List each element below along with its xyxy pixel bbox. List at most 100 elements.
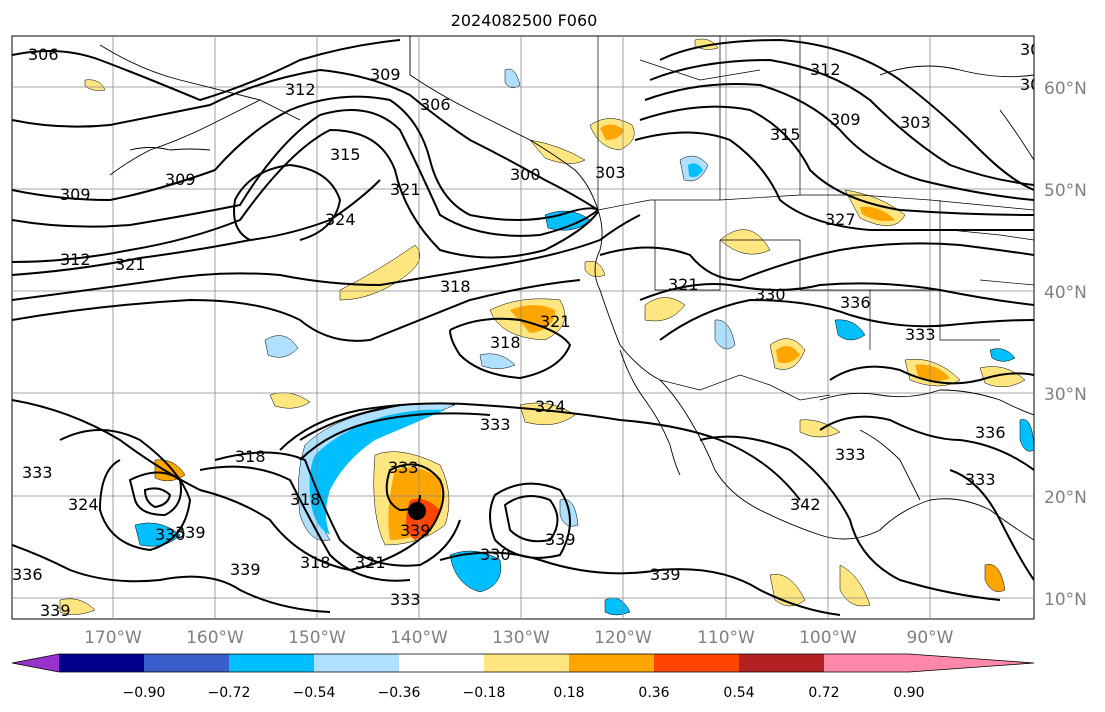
shade-pos <box>600 124 624 140</box>
contour-label: 324 <box>325 210 356 229</box>
colorbar-tick-label: −0.90 <box>123 685 166 701</box>
shade-neg <box>714 319 736 350</box>
shade-neg <box>479 353 516 369</box>
colorbar-extend-high <box>909 654 1034 672</box>
plot-content: 306 309 312 309 306 300 303 312 309 303 … <box>12 36 1051 620</box>
contour-label: 309 <box>830 110 861 129</box>
shade-pos <box>719 229 771 255</box>
contour-label: 330 <box>755 285 786 304</box>
colorbar-outline <box>11 653 1035 673</box>
contour-label: 312 <box>810 60 841 79</box>
shade-neg <box>688 163 703 178</box>
colorbar-extend-low <box>12 654 59 672</box>
contour-label: 303 <box>900 113 931 132</box>
contour-label: 339 <box>175 523 206 542</box>
lon-label: 140°W <box>390 628 448 648</box>
shade-neg <box>264 335 299 358</box>
contour-label: 309 <box>1020 75 1051 94</box>
lon-label: 170°W <box>84 628 142 648</box>
contour-label: 309 <box>165 170 196 189</box>
height-contours <box>12 38 1034 616</box>
lon-label: 90°W <box>907 628 954 648</box>
shade-pos <box>915 364 950 382</box>
contour-label: 321 <box>668 275 699 294</box>
contour-labels: 306 309 312 309 306 300 303 312 309 303 … <box>12 40 1051 620</box>
shade-neg <box>1019 419 1034 452</box>
contour-label: 339 <box>40 601 71 620</box>
contour-label: 333 <box>965 470 996 489</box>
contour-label: 315 <box>330 145 361 164</box>
contour-label: 333 <box>388 458 419 477</box>
colorbar-tick-label: 0.18 <box>553 685 584 701</box>
shade-pos <box>799 419 841 438</box>
contour-label: 336 <box>975 423 1006 442</box>
map-title: 2024082500 F060 <box>451 11 598 30</box>
latitude-labels: 60°N 50°N 40°N 30°N 20°N 10°N <box>1044 79 1087 610</box>
contour-label: 339 <box>400 521 431 540</box>
colorbar-segment <box>824 654 909 672</box>
colorbar-segment <box>229 654 314 672</box>
colorbar-segment <box>484 654 569 672</box>
contour-label: 333 <box>390 590 421 609</box>
colorbar-segment <box>314 654 399 672</box>
contour-label: 342 <box>790 495 821 514</box>
shade-neg <box>989 348 1016 362</box>
gridlines <box>12 36 1034 619</box>
contour-label: 330 <box>155 525 186 544</box>
contour-label: 327 <box>825 210 856 229</box>
lon-label: 100°W <box>799 628 857 648</box>
contour-label: 318 <box>235 447 266 466</box>
contour-label: 306 <box>28 45 59 64</box>
colorbar-tick-label: −0.54 <box>293 685 336 701</box>
colorbar-tick-label: −0.36 <box>378 685 421 701</box>
contour-label: 309 <box>60 185 91 204</box>
lat-label: 50°N <box>1044 181 1087 201</box>
colorbar-tick-label: −0.18 <box>463 685 506 701</box>
contour-label: 321 <box>115 255 146 274</box>
colorbar-segment <box>739 654 824 672</box>
contour-label: 306 <box>1020 40 1051 59</box>
contour-label: 333 <box>480 415 511 434</box>
colorbar-segment <box>569 654 654 672</box>
colorbar-tick-label: −0.72 <box>208 685 251 701</box>
colorbar-segment <box>399 654 484 672</box>
contour-label: 333 <box>835 445 866 464</box>
colorbar-tick-label: 0.90 <box>893 685 924 701</box>
contour-label: 339 <box>545 530 576 549</box>
contour-label: 321 <box>390 180 421 199</box>
lon-label: 120°W <box>594 628 652 648</box>
colorbar-tick-labels: −0.90 −0.72 −0.54 −0.36 −0.18 0.18 0.36 … <box>123 685 925 701</box>
colorbar-tick-label: 0.72 <box>808 685 839 701</box>
contour-label: 312 <box>60 250 91 269</box>
shade-pos <box>860 206 895 222</box>
contour-label: 336 <box>12 565 43 584</box>
lat-label: 20°N <box>1044 488 1087 508</box>
contour-label: 318 <box>490 333 521 352</box>
colorbar-segments <box>59 654 909 672</box>
colorbar: −0.90 −0.72 −0.54 −0.36 −0.18 0.18 0.36 … <box>11 653 1035 701</box>
colorbar-segment <box>144 654 229 672</box>
contour-label: 312 <box>285 80 316 99</box>
low-center-marker <box>408 502 426 520</box>
shade-pos <box>84 79 106 91</box>
coastlines <box>99 36 1034 541</box>
contour-label: 318 <box>440 277 471 296</box>
lon-label: 130°W <box>492 628 550 648</box>
contour-label: 324 <box>535 397 566 416</box>
lat-label: 60°N <box>1044 79 1087 99</box>
shade-pos <box>979 366 1026 388</box>
lon-label: 150°W <box>288 628 346 648</box>
contour-label: 336 <box>840 293 871 312</box>
shade-pos <box>59 598 96 615</box>
shade-pos <box>839 564 871 607</box>
lon-label: 110°W <box>697 628 755 648</box>
colorbar-tick-label: 0.54 <box>723 685 754 701</box>
lat-label: 40°N <box>1044 283 1087 303</box>
contour-label: 330 <box>480 545 511 564</box>
shade-neg <box>834 319 866 341</box>
lon-label: 160°W <box>186 628 244 648</box>
shade-pos <box>529 139 586 164</box>
contour-label: 315 <box>770 125 801 144</box>
contour-label: 306 <box>420 95 451 114</box>
shade-pos <box>644 297 686 322</box>
